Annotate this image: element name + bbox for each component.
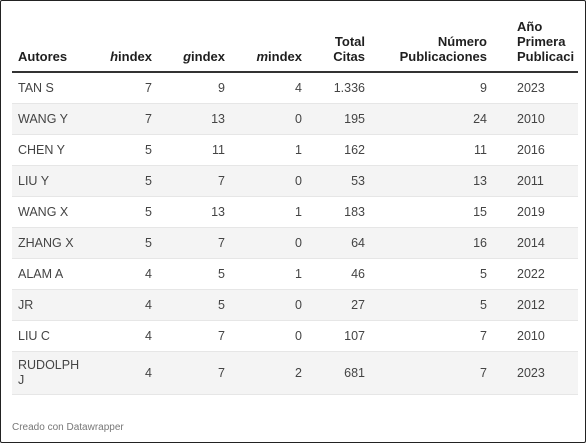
cell-anio: 2012 — [487, 289, 578, 321]
cell-hindex: 5 — [92, 227, 152, 259]
cell-anio: 2016 — [487, 134, 578, 166]
cell-hindex: 4 — [92, 289, 152, 321]
cell-hindex: 5 — [92, 165, 152, 197]
cell-hindex: 4 — [92, 351, 152, 395]
table-row: CHEN Y 5 11 1 162 11 2016 — [12, 134, 578, 166]
cell-hindex: 4 — [92, 258, 152, 290]
cell-anio: 2014 — [487, 227, 578, 259]
cell-mindex: 1 — [225, 134, 302, 166]
cell-publicaciones: 9 — [365, 72, 487, 104]
cell-anio: 2019 — [487, 196, 578, 228]
datawrapper-credit[interactable]: Creado con Datawrapper — [12, 422, 124, 433]
header-total-citas[interactable]: Total Citas — [302, 19, 365, 73]
cell-total-citas: 183 — [302, 196, 365, 228]
cell-publicaciones: 5 — [365, 289, 487, 321]
cell-mindex: 4 — [225, 72, 302, 104]
cell-autor: WANG X — [12, 196, 92, 228]
cell-mindex: 0 — [225, 320, 302, 352]
cell-mindex: 2 — [225, 351, 302, 395]
cell-anio: 2011 — [487, 165, 578, 197]
header-hindex[interactable]: hindex — [92, 19, 152, 73]
cell-autor: ALAM A — [12, 258, 92, 290]
cell-hindex: 7 — [92, 72, 152, 104]
cell-anio: 2010 — [487, 320, 578, 352]
cell-autor: CHEN Y — [12, 134, 92, 166]
cell-mindex: 1 — [225, 258, 302, 290]
cell-mindex: 0 — [225, 227, 302, 259]
cell-publicaciones: 13 — [365, 165, 487, 197]
header-anio-primera-publicacion[interactable]: Año Primera Publicaci — [487, 19, 578, 73]
header-gindex[interactable]: gindex — [152, 19, 225, 73]
table-row: WANG X 5 13 1 183 15 2019 — [12, 196, 578, 228]
cell-gindex: 7 — [152, 227, 225, 259]
cell-publicaciones: 24 — [365, 103, 487, 135]
cell-hindex: 5 — [92, 196, 152, 228]
cell-gindex: 7 — [152, 351, 225, 395]
cell-total-citas: 64 — [302, 227, 365, 259]
cell-publicaciones: 5 — [365, 258, 487, 290]
cell-autor: LIU C — [12, 320, 92, 352]
header-row: Autores hindex gindex mindex Total Citas … — [12, 19, 578, 73]
cell-total-citas: 162 — [302, 134, 365, 166]
cell-autor: WANG Y — [12, 103, 92, 135]
cell-publicaciones: 7 — [365, 351, 487, 395]
cell-autor: ZHANG X — [12, 227, 92, 259]
cell-mindex: 1 — [225, 196, 302, 228]
cell-publicaciones: 11 — [365, 134, 487, 166]
cell-anio: 2022 — [487, 258, 578, 290]
cell-gindex: 9 — [152, 72, 225, 104]
table-row: JR 4 5 0 27 5 2012 — [12, 289, 578, 321]
cell-gindex: 13 — [152, 103, 225, 135]
cell-gindex: 7 — [152, 320, 225, 352]
cell-gindex: 11 — [152, 134, 225, 166]
table-container: Autores hindex gindex mindex Total Citas … — [12, 19, 578, 407]
cell-total-citas: 195 — [302, 103, 365, 135]
header-numero-publicaciones[interactable]: Número Publicaciones — [365, 19, 487, 73]
cell-gindex: 7 — [152, 165, 225, 197]
header-mindex[interactable]: mindex — [225, 19, 302, 73]
cell-publicaciones: 15 — [365, 196, 487, 228]
cell-gindex: 5 — [152, 258, 225, 290]
table-row: LIU C 4 7 0 107 7 2010 — [12, 320, 578, 352]
cell-total-citas: 681 — [302, 351, 365, 395]
cell-hindex: 7 — [92, 103, 152, 135]
cell-anio: 2023 — [487, 72, 578, 104]
header-autores[interactable]: Autores — [12, 19, 92, 73]
cell-autor: TAN S — [12, 72, 92, 104]
cell-publicaciones: 7 — [365, 320, 487, 352]
cell-gindex: 5 — [152, 289, 225, 321]
cell-hindex: 4 — [92, 320, 152, 352]
table-row: LIU Y 5 7 0 53 13 2011 — [12, 165, 578, 197]
cell-mindex: 0 — [225, 289, 302, 321]
cell-autor: LIU Y — [12, 165, 92, 197]
table-row: ALAM A 4 5 1 46 5 2022 — [12, 258, 578, 290]
cell-total-citas: 1.336 — [302, 72, 365, 104]
cell-gindex: 13 — [152, 196, 225, 228]
cell-total-citas: 53 — [302, 165, 365, 197]
table-row: ZHANG X 5 7 0 64 16 2014 — [12, 227, 578, 259]
cell-anio: 2010 — [487, 103, 578, 135]
cell-autor: JR — [12, 289, 92, 321]
cell-hindex: 5 — [92, 134, 152, 166]
table-row: WANG Y 7 13 0 195 24 2010 — [12, 103, 578, 135]
cell-total-citas: 27 — [302, 289, 365, 321]
cell-total-citas: 46 — [302, 258, 365, 290]
cell-publicaciones: 16 — [365, 227, 487, 259]
cell-total-citas: 107 — [302, 320, 365, 352]
cell-mindex: 0 — [225, 165, 302, 197]
table-row: TAN S 7 9 4 1.336 9 2023 — [12, 72, 578, 104]
authors-table: Autores hindex gindex mindex Total Citas … — [12, 19, 578, 395]
table-row: RUDOLPH J 4 7 2 681 7 2023 — [12, 351, 578, 395]
cell-anio: 2023 — [487, 351, 578, 395]
cell-mindex: 0 — [225, 103, 302, 135]
cell-autor: RUDOLPH J — [12, 351, 92, 395]
